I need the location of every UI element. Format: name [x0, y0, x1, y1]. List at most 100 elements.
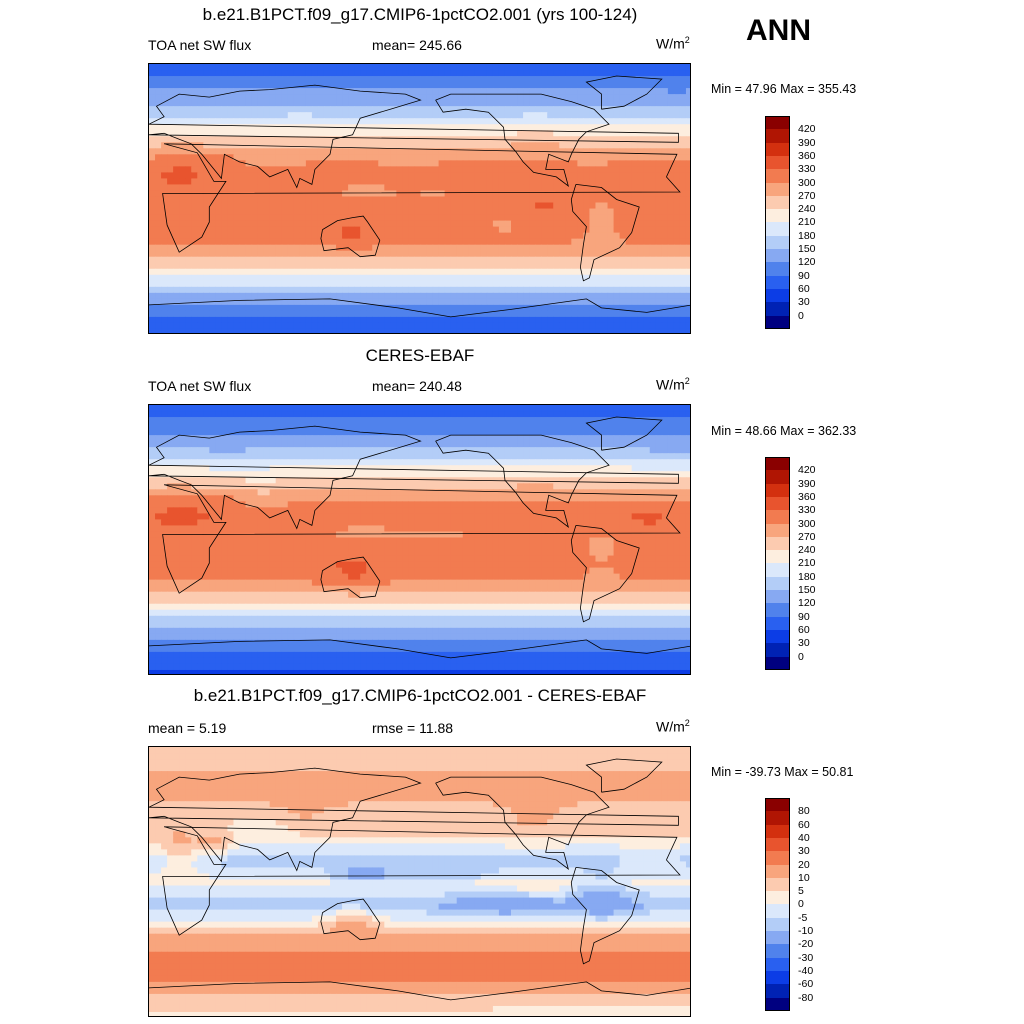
map-cell	[504, 268, 512, 276]
map-cell	[523, 423, 530, 430]
map-cell	[565, 112, 572, 119]
map-cell	[185, 76, 192, 83]
map-cell	[474, 310, 482, 318]
map-cell	[541, 286, 548, 294]
map-cell	[149, 256, 156, 264]
map-cell	[468, 166, 476, 173]
map-cell	[685, 262, 690, 270]
map-cell	[619, 124, 627, 131]
map-cell	[384, 124, 391, 131]
map-cell	[649, 100, 657, 107]
map-cell	[571, 208, 578, 216]
map-cell	[655, 298, 663, 306]
map-cell	[456, 106, 464, 113]
map-cell	[203, 423, 210, 430]
map-cell	[637, 453, 645, 460]
map-cell	[293, 286, 301, 294]
map-cell	[197, 435, 204, 442]
map-cell	[149, 160, 156, 167]
map-cell	[251, 328, 259, 333]
map-cell	[631, 268, 639, 276]
map-cell	[438, 124, 446, 131]
map-cell	[384, 286, 391, 294]
map-cell	[311, 172, 319, 180]
map-cell	[541, 130, 548, 137]
map-cell	[559, 106, 566, 113]
map-cell	[607, 250, 615, 258]
map-cell	[541, 196, 548, 204]
map-cell	[619, 238, 627, 246]
map-cell	[390, 190, 397, 198]
map-cell	[384, 274, 391, 282]
map-cell	[613, 124, 621, 131]
map-cell	[450, 106, 458, 113]
map-cell	[305, 208, 313, 216]
map-cell	[299, 429, 307, 436]
map-cell	[305, 214, 313, 222]
map-cell	[583, 405, 591, 412]
map-cell	[408, 328, 416, 333]
map-cell	[571, 136, 578, 143]
map-cell	[577, 280, 584, 288]
map-cell	[323, 304, 331, 312]
map-cell	[227, 106, 235, 113]
map-cell	[486, 417, 494, 424]
map-cell	[390, 220, 397, 228]
map-cell	[251, 124, 259, 131]
map-cell	[480, 429, 488, 436]
map-cell	[625, 447, 633, 454]
map-cell	[209, 250, 216, 258]
map-cell	[553, 298, 560, 306]
map-cell	[649, 64, 657, 71]
map-cell	[613, 441, 621, 448]
map-cell	[191, 202, 198, 210]
map-cell	[197, 148, 204, 155]
map-cell	[390, 304, 397, 312]
map-cell	[239, 208, 247, 216]
map-cell	[366, 316, 373, 324]
map-cell	[372, 208, 379, 216]
map-cell	[161, 298, 168, 306]
map-cell	[317, 453, 325, 460]
map-cell	[559, 142, 566, 149]
map-cell	[643, 250, 651, 258]
map-cell	[565, 184, 572, 192]
map-cell	[378, 202, 385, 210]
map-cell	[595, 232, 603, 240]
map-cell	[257, 292, 265, 300]
map-cell	[408, 70, 416, 77]
map-cell	[384, 411, 391, 418]
map-cell	[559, 136, 566, 143]
map-cell	[227, 184, 235, 192]
map-cell	[402, 244, 410, 252]
map-cell	[613, 202, 621, 210]
map-cell	[185, 160, 192, 167]
map-cell	[336, 447, 343, 454]
map-cell	[396, 280, 403, 288]
map-cell	[643, 82, 651, 89]
map-cell	[275, 286, 283, 294]
map-cell	[468, 316, 476, 324]
map-cell	[504, 148, 512, 155]
map-cell	[667, 94, 675, 101]
map-cell	[444, 238, 452, 246]
map-cell	[420, 172, 428, 180]
map-cell	[245, 304, 253, 312]
map-cell	[263, 136, 271, 143]
map-cell	[504, 250, 512, 258]
map-cell	[613, 118, 621, 125]
map-cell	[565, 238, 572, 246]
map-cell	[203, 154, 210, 161]
map-cell	[408, 142, 416, 149]
map-cell	[468, 322, 476, 330]
map-cell	[245, 136, 253, 143]
map-cell	[167, 208, 174, 216]
map-cell	[317, 160, 325, 167]
map-cell	[673, 244, 681, 252]
map-cell	[269, 220, 277, 228]
map-cell	[251, 154, 259, 161]
coastline	[320, 215, 381, 258]
map-cell	[444, 310, 452, 318]
map-cell	[601, 178, 609, 186]
map-cell	[342, 423, 349, 430]
